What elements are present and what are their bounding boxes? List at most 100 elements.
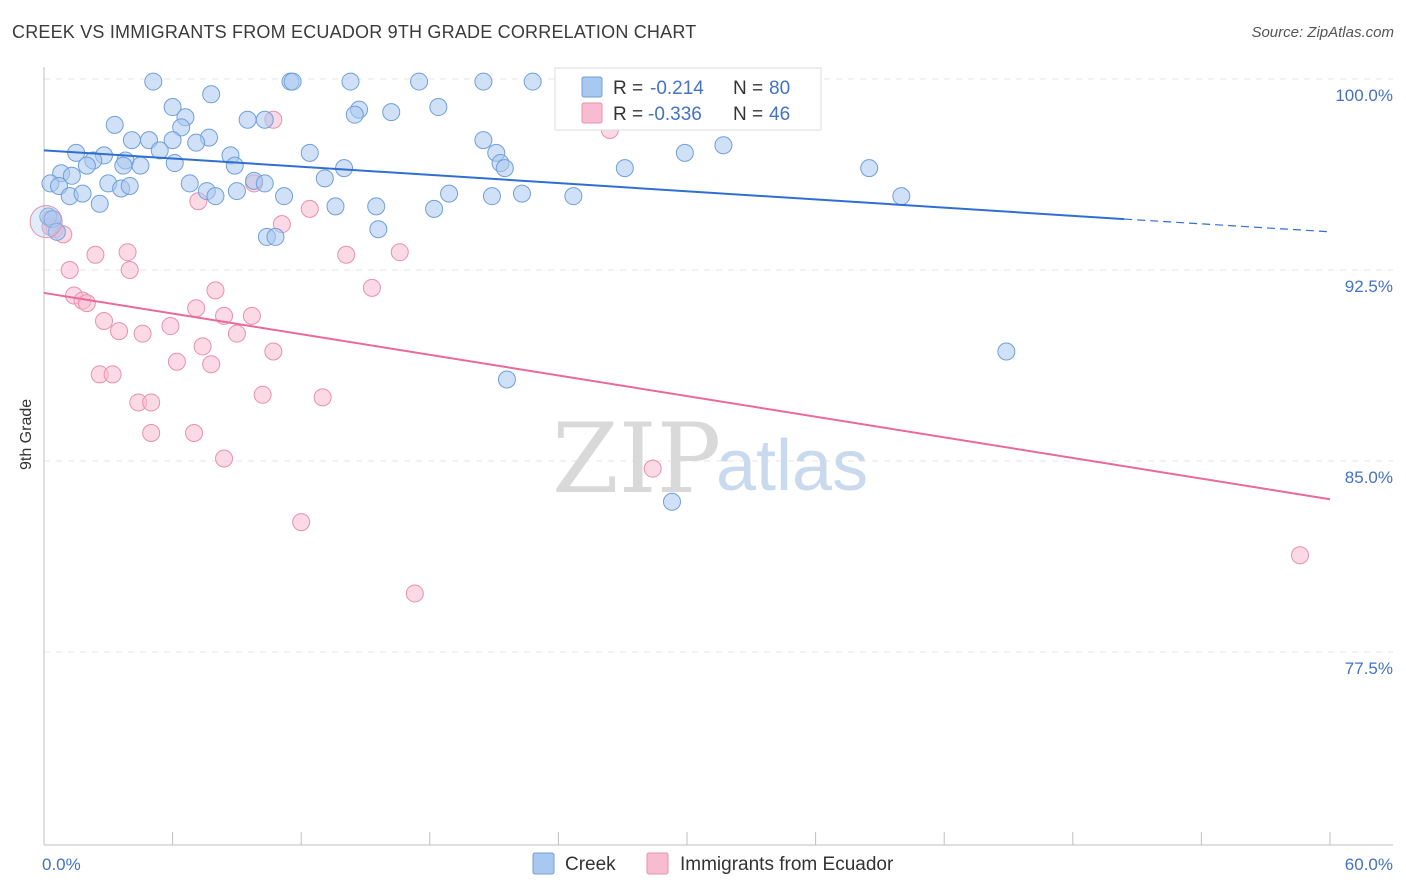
bottom-legend-label-ecuador: Immigrants from Ecuador xyxy=(680,854,894,875)
ecuador-point xyxy=(313,388,332,407)
creek-point xyxy=(714,136,733,155)
creek-point xyxy=(120,176,139,195)
creek-point xyxy=(90,194,109,213)
y-tick-label: 85.0% xyxy=(1345,468,1393,487)
creek-point xyxy=(315,169,334,188)
legend-swatch-creek xyxy=(581,76,603,98)
creek-point xyxy=(892,187,911,206)
ecuador-point xyxy=(110,322,129,341)
ecuador-point xyxy=(185,424,204,443)
ecuador-point xyxy=(227,324,246,343)
creek-point xyxy=(482,187,501,206)
creek-point xyxy=(341,72,360,91)
ecuador-point xyxy=(86,245,105,264)
correlation-legend: R = -0.214 N = 80 R = -0.336 N = 46 xyxy=(554,67,822,131)
chart-title: CREEK VS IMMIGRANTS FROM ECUADOR 9TH GRA… xyxy=(12,22,697,42)
creek-point xyxy=(512,184,531,203)
ecuador-point xyxy=(390,243,409,262)
creek-point xyxy=(255,174,274,193)
bottom-legend-label-creek: Creek xyxy=(565,854,616,875)
watermark-atlas: atlas xyxy=(716,426,868,506)
x-tick-label: 0.0% xyxy=(42,855,81,874)
creek-point xyxy=(131,156,150,175)
ecuador-point xyxy=(187,299,206,318)
ecuador-point xyxy=(242,306,261,325)
creek-point xyxy=(675,143,694,162)
legend-r-label-ecuador: R = xyxy=(613,104,643,125)
y-tick-label: 77.5% xyxy=(1345,659,1393,678)
ecuador-trend-line xyxy=(43,291,1331,501)
creek-point xyxy=(163,131,182,150)
creek-point xyxy=(225,156,244,175)
creek-point xyxy=(662,492,681,511)
creek-point xyxy=(497,370,516,389)
ecuador-point xyxy=(161,317,180,336)
creek-point xyxy=(202,85,221,104)
series-legend: Creek Immigrants from Ecuador xyxy=(532,852,894,875)
grid-lines xyxy=(44,78,1393,653)
legend-n-value-ecuador: 46 xyxy=(769,104,790,125)
creek-point xyxy=(255,110,274,129)
creek-point xyxy=(523,72,542,91)
legend-r-value-ecuador: -0.336 xyxy=(648,104,702,125)
legend-r-value-creek: -0.214 xyxy=(650,78,704,99)
ecuador-point xyxy=(193,337,212,356)
ecuador-point xyxy=(292,513,311,532)
creek-point xyxy=(300,143,319,162)
legend-r-label-creek: R = xyxy=(613,78,643,99)
trend-lines xyxy=(43,149,1331,501)
creek-point xyxy=(266,227,285,246)
ecuador-point xyxy=(133,324,152,343)
x-tick-labels: 0.0% 60.0% xyxy=(42,855,1393,874)
axes xyxy=(43,67,1393,846)
creek-point xyxy=(275,187,294,206)
creek-point xyxy=(495,159,514,178)
ecuador-point xyxy=(215,306,234,325)
creek-trend-extension xyxy=(1124,218,1331,233)
ecuador-point xyxy=(120,261,139,280)
creek-point xyxy=(187,133,206,152)
creek-point xyxy=(345,105,364,124)
creek-point xyxy=(382,103,401,122)
ecuador-point xyxy=(362,278,381,297)
creek-point xyxy=(238,110,257,129)
watermark-zip: ZIP xyxy=(552,403,721,515)
chart-source: Source: ZipAtlas.com xyxy=(1251,24,1394,41)
creek-point xyxy=(425,199,444,218)
x-tick-label: 60.0% xyxy=(1345,855,1393,874)
y-tick-label: 92.5% xyxy=(1345,277,1393,296)
creek-point xyxy=(474,131,493,150)
legend-swatch-ecuador xyxy=(581,102,603,124)
ecuador-point xyxy=(118,243,137,262)
ecuador-point xyxy=(300,199,319,218)
creek-point xyxy=(172,118,191,137)
creek-point xyxy=(615,159,634,178)
bottom-legend-swatch-ecuador xyxy=(646,852,669,875)
ecuador-point xyxy=(215,449,234,468)
creek-point xyxy=(122,131,141,150)
creek-point xyxy=(283,72,302,91)
ecuador-point xyxy=(142,393,161,412)
creek-point xyxy=(997,342,1016,361)
ecuador-point xyxy=(1290,546,1309,565)
creek-point xyxy=(165,154,184,173)
creek-point xyxy=(105,115,124,134)
creek-point xyxy=(206,187,225,206)
creek-point xyxy=(474,72,493,91)
y-tick-label: 100.0% xyxy=(1335,86,1393,105)
creek-point xyxy=(77,156,96,175)
creek-point xyxy=(150,141,169,160)
creek-point xyxy=(227,182,246,201)
creek-point xyxy=(163,98,182,117)
creek-point xyxy=(144,72,163,91)
ecuador-point xyxy=(206,281,225,300)
ecuador-point xyxy=(264,342,283,361)
creek-point xyxy=(369,220,388,239)
creek-point xyxy=(564,187,583,206)
ecuador-point xyxy=(405,584,424,603)
creek-point xyxy=(860,159,879,178)
creek-point xyxy=(410,72,429,91)
creek-point xyxy=(440,184,459,203)
creek-point xyxy=(367,197,386,216)
